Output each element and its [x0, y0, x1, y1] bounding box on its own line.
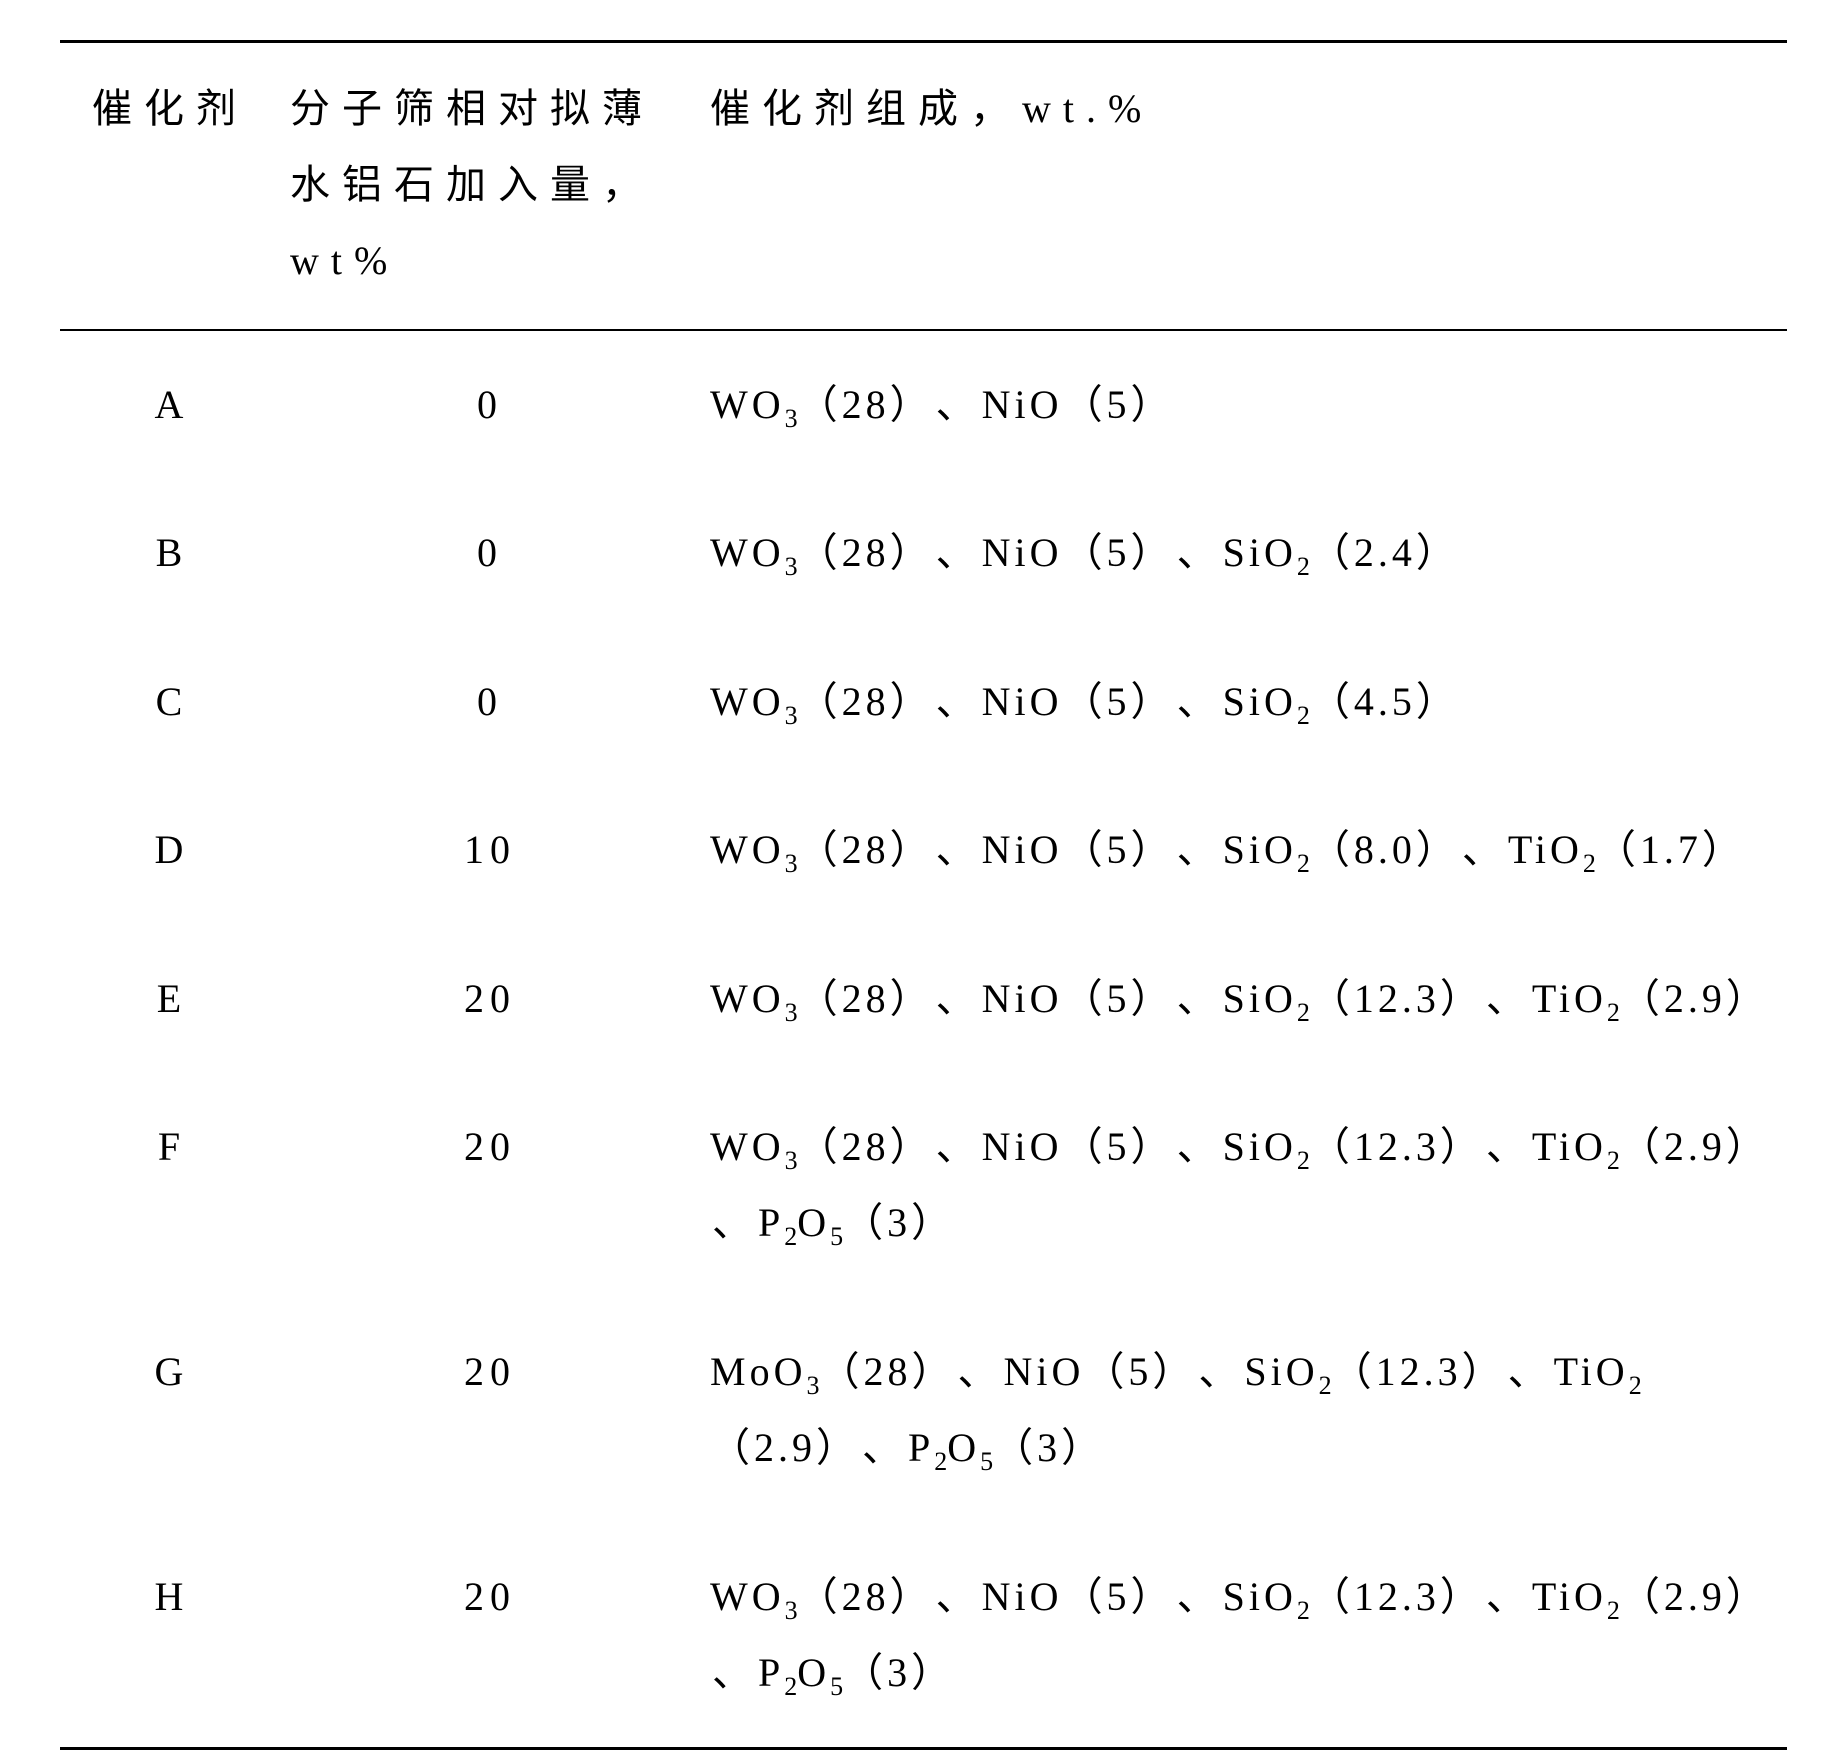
cell-catalyst: A: [60, 330, 280, 479]
cell-amount: 20: [280, 925, 700, 1073]
table-body: A0WO3（28）、NiO（5）B0WO3（28）、NiO（5）、SiO2（2.…: [60, 330, 1787, 1749]
cell-amount: 20: [280, 1298, 700, 1523]
cell-amount: 0: [280, 330, 700, 479]
cell-composition: WO3（28）、NiO（5）、SiO2（12.3）、TiO2（2.9）: [700, 925, 1787, 1073]
table-row: C0WO3（28）、NiO（5）、SiO2（4.5）: [60, 628, 1787, 776]
col-header-catalyst: 催化剂: [60, 42, 280, 331]
cell-composition: WO3（28）、NiO（5）、SiO2（12.3）、TiO2（2.9）、P2O5…: [700, 1073, 1787, 1298]
cell-composition: WO3（28）、NiO（5）: [700, 330, 1787, 479]
cell-catalyst: D: [60, 776, 280, 924]
catalyst-table: 催化剂 分子筛相对拟薄水铝石加入量，wt% 催化剂组成，wt.% A0WO3（2…: [60, 40, 1787, 1750]
cell-catalyst: G: [60, 1298, 280, 1523]
cell-composition: WO3（28）、NiO（5）、SiO2（12.3）、TiO2（2.9）、P2O5…: [700, 1523, 1787, 1749]
table-row: H20WO3（28）、NiO（5）、SiO2（12.3）、TiO2（2.9）、P…: [60, 1523, 1787, 1749]
cell-composition: WO3（28）、NiO（5）、SiO2（8.0）、TiO2（1.7）: [700, 776, 1787, 924]
table-row: B0WO3（28）、NiO（5）、SiO2（2.4）: [60, 479, 1787, 627]
cell-catalyst: C: [60, 628, 280, 776]
cell-composition: MoO3（28）、NiO（5）、SiO2（12.3）、TiO2（2.9）、P2O…: [700, 1298, 1787, 1523]
table-row: E20WO3（28）、NiO（5）、SiO2（12.3）、TiO2（2.9）: [60, 925, 1787, 1073]
col-header-amount: 分子筛相对拟薄水铝石加入量，wt%: [280, 42, 700, 331]
table-row: G20MoO3（28）、NiO（5）、SiO2（12.3）、TiO2（2.9）、…: [60, 1298, 1787, 1523]
table-row: F20WO3（28）、NiO（5）、SiO2（12.3）、TiO2（2.9）、P…: [60, 1073, 1787, 1298]
cell-composition: WO3（28）、NiO（5）、SiO2（4.5）: [700, 628, 1787, 776]
cell-amount: 20: [280, 1073, 700, 1298]
cell-amount: 0: [280, 628, 700, 776]
cell-composition: WO3（28）、NiO（5）、SiO2（2.4）: [700, 479, 1787, 627]
cell-amount: 20: [280, 1523, 700, 1749]
cell-amount: 10: [280, 776, 700, 924]
col-header-composition: 催化剂组成，wt.%: [700, 42, 1787, 331]
table-header-row: 催化剂 分子筛相对拟薄水铝石加入量，wt% 催化剂组成，wt.%: [60, 42, 1787, 331]
cell-amount: 0: [280, 479, 700, 627]
cell-catalyst: H: [60, 1523, 280, 1749]
cell-catalyst: E: [60, 925, 280, 1073]
table-row: A0WO3（28）、NiO（5）: [60, 330, 1787, 479]
table-row: D10WO3（28）、NiO（5）、SiO2（8.0）、TiO2（1.7）: [60, 776, 1787, 924]
cell-catalyst: F: [60, 1073, 280, 1298]
cell-catalyst: B: [60, 479, 280, 627]
